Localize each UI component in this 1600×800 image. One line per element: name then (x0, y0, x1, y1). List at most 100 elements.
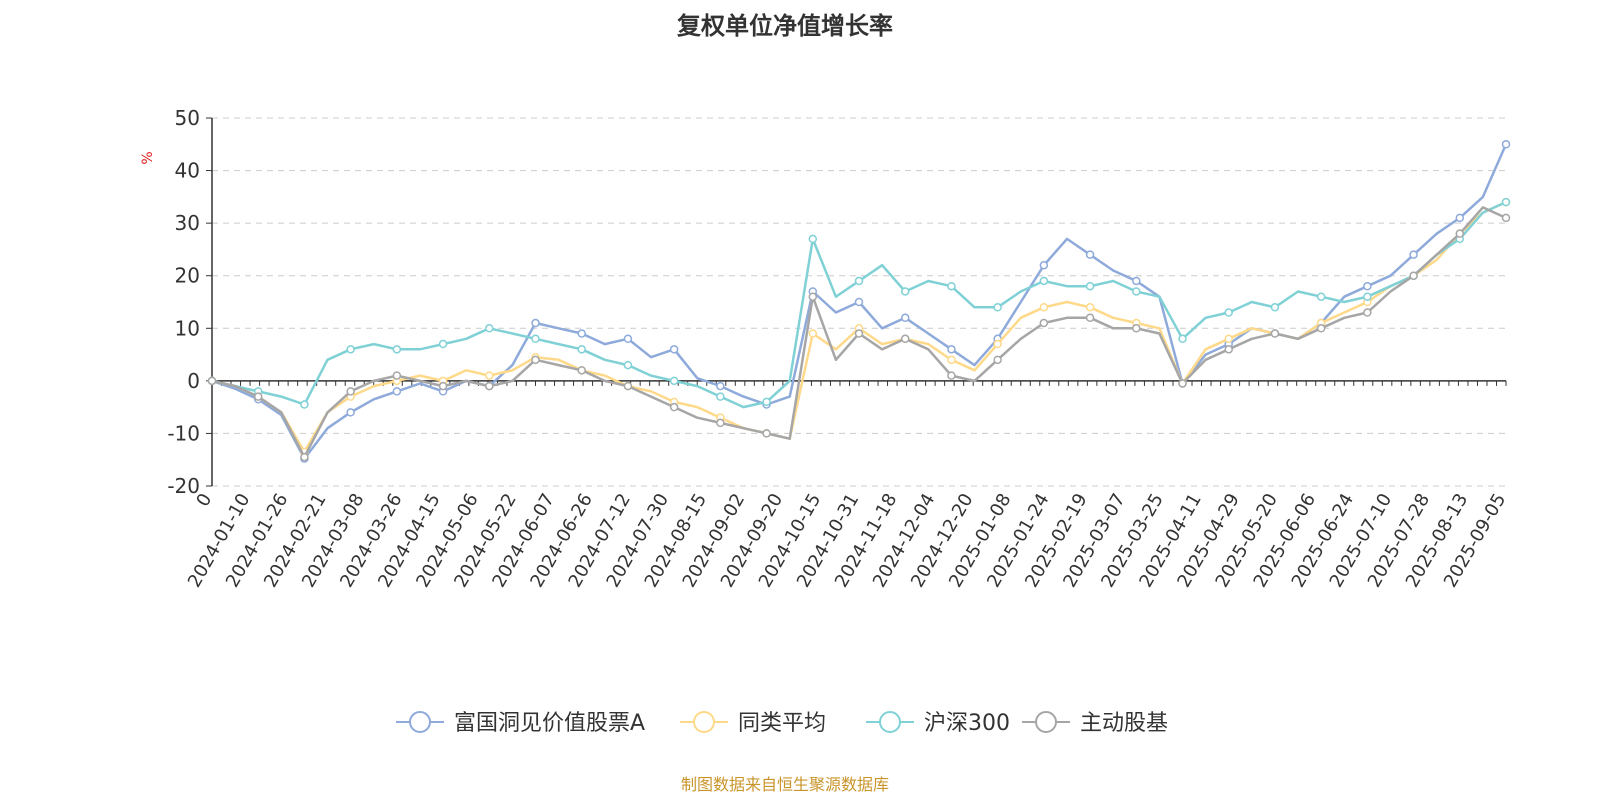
legend-item-2[interactable]: 沪深300 (866, 711, 1010, 736)
data-point (1224, 308, 1233, 317)
legend[interactable]: 富国洞见价值股票A 同类平均 沪深300 主动股基 (396, 711, 1168, 736)
axes: -20-100102030405002024-01-102024-01-2620… (167, 106, 1510, 591)
legend-label: 富国洞见价值股票A (454, 711, 645, 736)
legend-item-0[interactable]: 富国洞见价值股票A (396, 711, 645, 736)
data-point (1085, 250, 1095, 259)
data-point (485, 324, 494, 333)
data-point (207, 376, 217, 386)
data-point (300, 452, 309, 462)
data-point (438, 381, 448, 391)
data-point (346, 387, 355, 396)
data-point (1085, 281, 1095, 291)
data-point (300, 400, 309, 409)
x-tick-label: 0 (192, 490, 216, 510)
data-point (716, 381, 725, 391)
data-point (253, 392, 263, 401)
data-point (1132, 287, 1141, 296)
data-point (808, 292, 818, 301)
data-point (1270, 329, 1280, 338)
legend-marker (879, 711, 901, 733)
data-point (577, 366, 586, 375)
data-point (1039, 260, 1049, 270)
data-point (669, 376, 679, 386)
data-point (1316, 324, 1326, 333)
data-point (762, 429, 771, 438)
legend-label: 同类平均 (738, 711, 826, 736)
data-point (1085, 313, 1095, 323)
data-point (1501, 197, 1511, 207)
data-point (854, 329, 864, 338)
data-point (1501, 140, 1511, 149)
y-tick-label: 0 (187, 369, 200, 393)
data-point (993, 303, 1002, 312)
data-point (1363, 308, 1372, 317)
data-point (1455, 229, 1465, 238)
data-point (900, 334, 910, 344)
data-point (947, 345, 956, 354)
legend-marker (409, 711, 431, 733)
data-point (1224, 345, 1233, 354)
data-point (623, 360, 633, 370)
y-tick-label: 20 (175, 264, 200, 288)
data-point (993, 355, 1002, 365)
series-lines (207, 140, 1511, 463)
y-tick-label: 10 (175, 316, 200, 340)
data-point (900, 287, 910, 296)
data-point (392, 387, 402, 396)
legend-item-3[interactable]: 主动股基 (1022, 711, 1168, 736)
data-point (438, 339, 448, 349)
data-point (1363, 292, 1372, 301)
data-point (669, 402, 679, 412)
data-point (577, 329, 586, 338)
data-point (993, 339, 1002, 349)
data-point (1316, 292, 1326, 301)
legend-label: 主动股基 (1080, 711, 1168, 736)
series-0 (207, 140, 1511, 463)
data-point (623, 334, 633, 344)
data-point (1039, 303, 1049, 312)
source-note: 制图数据来自恒生聚源数据库 (681, 775, 889, 794)
data-point (1132, 276, 1141, 286)
legend-marker (693, 711, 715, 733)
data-point (1224, 334, 1233, 344)
series-1 (207, 197, 1511, 457)
y-tick-label: 50 (175, 106, 200, 130)
data-point (1363, 281, 1372, 291)
data-point (854, 297, 864, 307)
legend-label: 沪深300 (924, 711, 1010, 736)
data-point (1270, 303, 1280, 312)
data-point (669, 345, 679, 354)
data-point (392, 371, 402, 380)
y-axis-unit: % (140, 151, 156, 164)
y-tick-label: 40 (175, 159, 200, 183)
data-point (1085, 303, 1095, 312)
data-point (1455, 213, 1465, 223)
data-point (531, 355, 540, 365)
data-point (346, 345, 355, 354)
legend-item-1[interactable]: 同类平均 (680, 711, 826, 736)
data-point (1409, 250, 1418, 259)
data-point (762, 397, 771, 407)
data-point (531, 334, 540, 344)
data-point (900, 313, 910, 323)
data-point (947, 355, 956, 365)
data-point (947, 371, 956, 380)
data-point (392, 345, 402, 354)
data-point (1132, 324, 1141, 333)
y-tick-label: -10 (167, 421, 200, 445)
data-point (577, 345, 586, 354)
data-point (947, 281, 956, 291)
data-point (716, 418, 725, 428)
series-3 (207, 206, 1511, 462)
y-tick-label: -20 (167, 474, 200, 498)
data-point (346, 408, 355, 417)
data-point (1178, 334, 1187, 344)
y-tick-label: 30 (175, 211, 200, 235)
legend-marker (1035, 711, 1057, 733)
data-point (623, 381, 633, 391)
data-point (716, 392, 725, 401)
data-point (485, 381, 494, 391)
data-point (485, 371, 494, 380)
data-point (1039, 318, 1049, 328)
